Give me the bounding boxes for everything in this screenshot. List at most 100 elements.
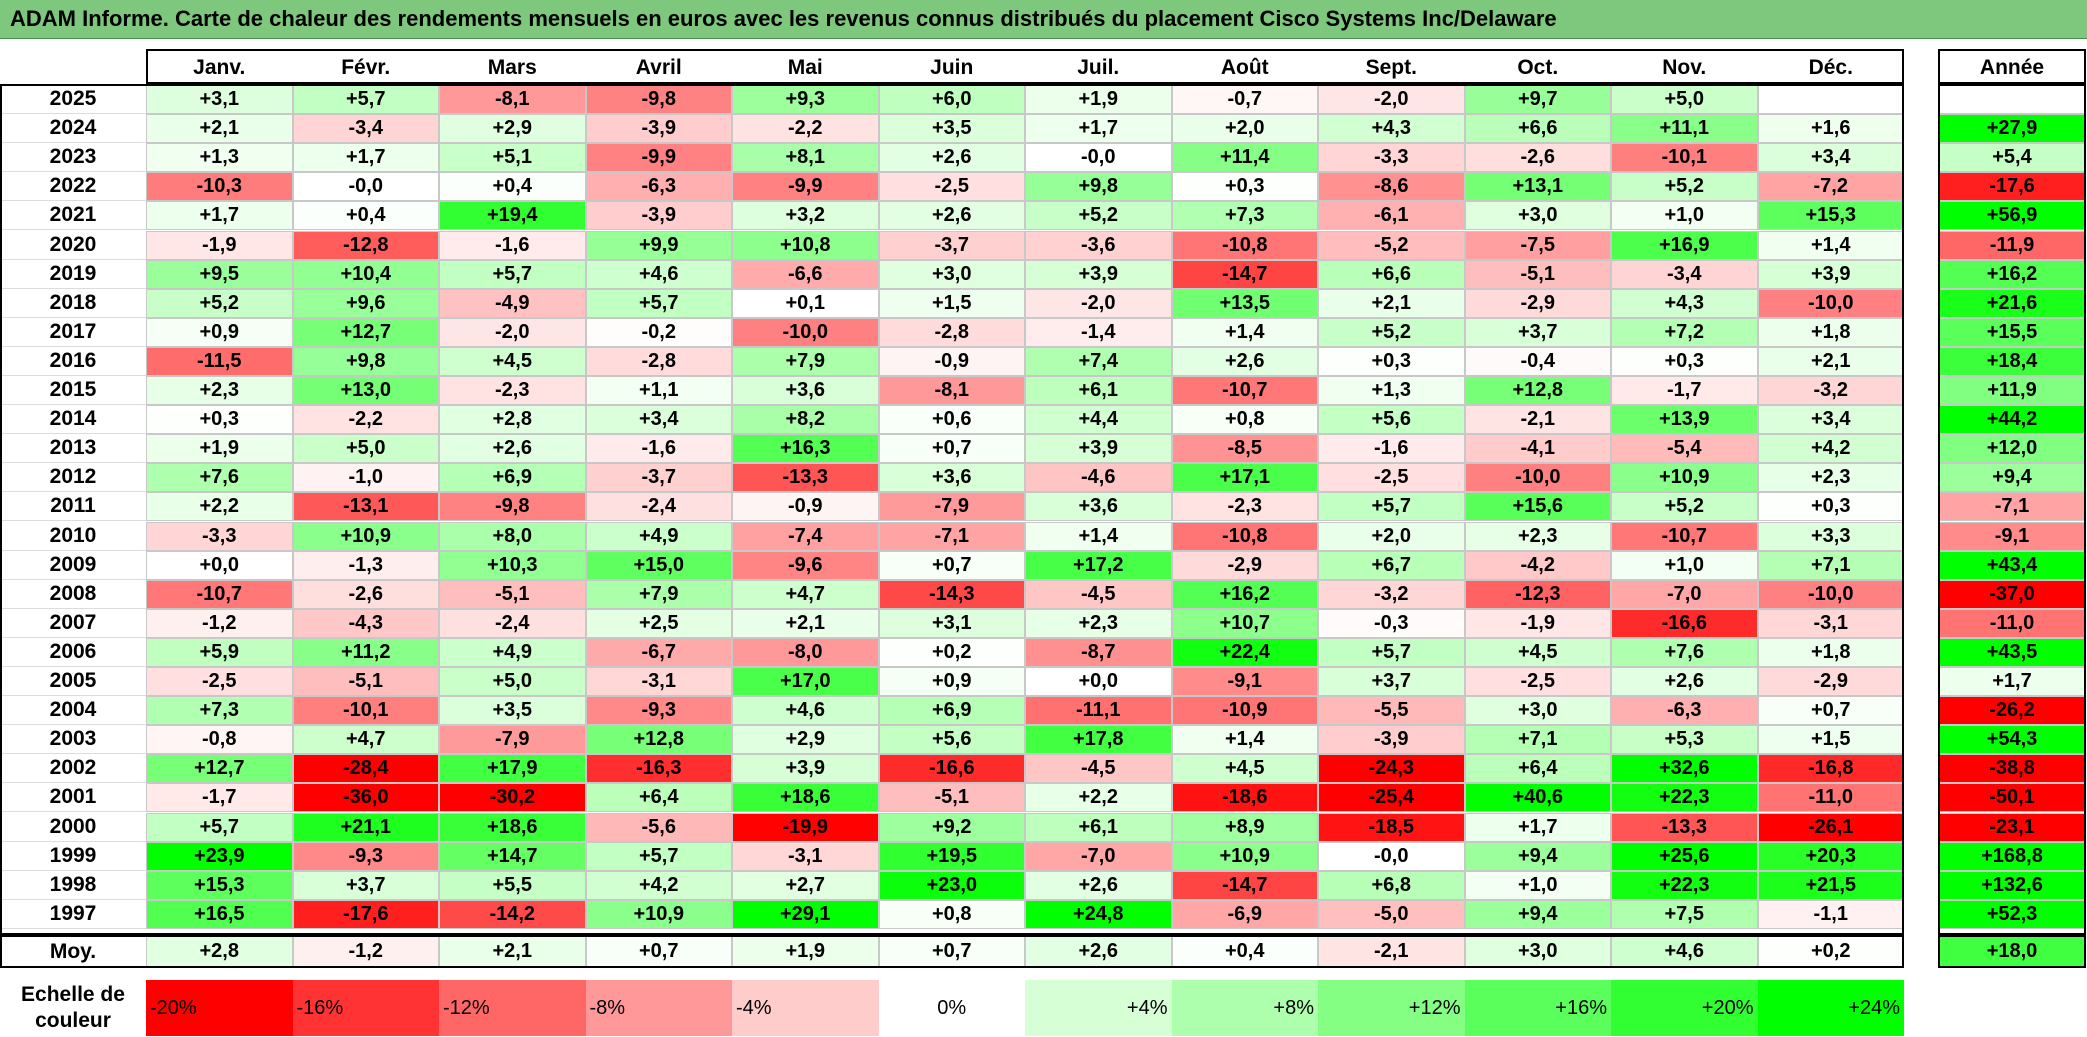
heatmap-cell: -0,0 [1025,143,1172,173]
heatmap-cell: -1,2 [146,608,293,638]
heatmap-cell: +5,0 [439,667,586,697]
heatmap-cell: -14,7 [1171,259,1318,289]
annual-cell: +27,9 [1938,114,2086,144]
heatmap-cell: -2,2 [732,114,879,144]
heatmap-cell: -7,5 [1464,230,1611,260]
heatmap-cell: -10,7 [146,579,293,609]
heatmap-cell: +23,0 [878,870,1025,900]
heatmap-cell: -5,1 [292,667,439,697]
heatmap-cell: +14,7 [439,841,586,871]
heatmap-cell: +1,5 [1757,725,1904,755]
heatmap-cell: +0,2 [878,637,1025,667]
heatmap-cell: +7,4 [1025,346,1172,376]
heatmap-cell: -8,1 [878,376,1025,406]
heatmap-cell: +11,2 [292,637,439,667]
heatmap-cell: +10,9 [1171,841,1318,871]
heatmap-cell: +1,9 [1025,85,1172,115]
year-label: 2003 [0,725,146,755]
heatmap-cell: +8,9 [1171,812,1318,842]
heatmap-cell: -36,0 [292,783,439,813]
heatmap-cell: -16,6 [878,754,1025,784]
heatmap-cell: +6,6 [1318,259,1465,289]
month-header: Déc. [1757,51,1904,84]
heatmap-cell: -3,9 [585,201,732,231]
heatmap-cell: +3,7 [292,870,439,900]
heatmap-cell: +16,2 [1171,579,1318,609]
heatmap-cell: -3,1 [1757,608,1904,638]
heatmap-cell: -2,5 [1464,667,1611,697]
heatmap-cell: +1,0 [1611,201,1758,231]
heatmap-cell: -18,5 [1318,812,1465,842]
heatmap-cell: -3,3 [146,521,293,551]
year-label: 2008 [0,579,146,609]
color-scale-cell: +16% [1464,980,1611,1036]
annual-cell: +12,0 [1938,434,2086,464]
heatmap-cell: +0,4 [292,201,439,231]
heatmap-cell: +4,3 [1611,288,1758,318]
year-label: 2004 [0,696,146,726]
average-cell: +1,9 [732,935,879,968]
heatmap-cell: +5,1 [439,143,586,173]
average-cell: +2,8 [146,935,293,968]
heatmap-cell: +5,3 [1611,725,1758,755]
heatmap-cell: -5,6 [585,812,732,842]
average-label: Moy. [0,935,146,968]
heatmap-cell: +1,4 [1171,725,1318,755]
heatmap-cell: -10,8 [1171,521,1318,551]
heatmap-cell: +3,4 [1757,405,1904,435]
heatmap-cell: +0,7 [878,550,1025,580]
heatmap-cell: -17,6 [292,899,439,929]
heatmap-cell: -6,3 [1611,696,1758,726]
month-header: Oct. [1464,51,1611,84]
heatmap-cell: -3,7 [878,230,1025,260]
heatmap-cell: +21,1 [292,812,439,842]
heatmap-cell: +8,2 [732,405,879,435]
average-cell: +2,6 [1025,935,1172,968]
heatmap-cell: -3,6 [1025,230,1172,260]
heatmap-cell: +4,6 [585,259,732,289]
heatmap-cell: +5,7 [585,288,732,318]
heatmap-cell: -2,4 [439,608,586,638]
month-header: Juin [878,51,1025,84]
heatmap-cell: -10,0 [732,317,879,347]
heatmap-cell: +6,1 [1025,376,1172,406]
heatmap-cell: +5,7 [439,259,586,289]
heatmap-cell: +15,3 [1757,201,1904,231]
heatmap-cell: +2,1 [1757,346,1904,376]
heatmap-cell: +18,6 [439,812,586,842]
year-label: 2020 [0,230,146,260]
year-label: 1998 [0,870,146,900]
heatmap-cell: +0,7 [1757,696,1904,726]
heatmap-cell: +1,4 [1025,521,1172,551]
year-label: 2015 [0,376,146,406]
year-label: 2025 [0,85,146,115]
heatmap-cell: +12,7 [292,317,439,347]
color-scale-label: Echelle de couleur [0,980,146,1036]
average-cell: -1,2 [292,935,439,968]
month-header: Sept. [1318,51,1465,84]
heatmap-cell: -12,8 [292,230,439,260]
heatmap-cell: +5,0 [292,434,439,464]
heatmap-cell: +3,1 [146,85,293,115]
average-cell: +0,7 [878,935,1025,968]
color-scale-cell: -12% [439,980,586,1036]
heatmap-cell: -2,4 [585,492,732,522]
heatmap-cell: -4,2 [1464,550,1611,580]
heatmap-cell: +7,1 [1757,550,1904,580]
heatmap-cell: +3,7 [1464,317,1611,347]
heatmap-cell: -7,4 [732,521,879,551]
heatmap-cell: +6,4 [585,783,732,813]
year-label: 2001 [0,783,146,813]
heatmap-cell: -10,3 [146,172,293,202]
heatmap-cell: -3,9 [585,114,732,144]
heatmap-cell: -5,5 [1318,696,1465,726]
heatmap-cell: -10,1 [292,696,439,726]
heatmap-cell: -1,6 [1318,434,1465,464]
heatmap-cell: +1,3 [1318,376,1465,406]
heatmap-cell: +9,9 [585,230,732,260]
annual-cell: +43,5 [1938,637,2086,667]
year-label: 2012 [0,463,146,493]
year-label: 2007 [0,608,146,638]
heatmap-cell: +7,6 [146,463,293,493]
title-bar: ADAM Informe. Carte de chaleur des rende… [0,0,2087,39]
